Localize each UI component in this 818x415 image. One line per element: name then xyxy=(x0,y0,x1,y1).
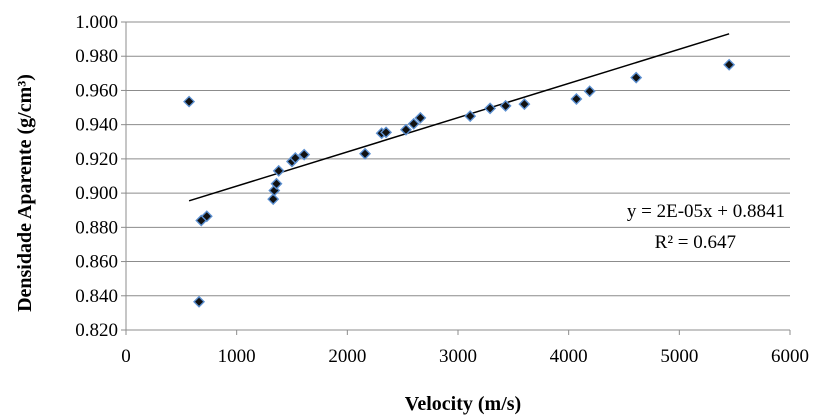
data-point xyxy=(484,102,497,115)
data-point xyxy=(183,95,196,108)
x-tick-label: 4000 xyxy=(550,346,588,367)
x-tick-labels: 0 1000 2000 3000 4000 5000 6000 xyxy=(121,346,809,367)
data-point xyxy=(359,147,372,160)
axes xyxy=(121,21,791,335)
y-tick-labels: 0.820 0.840 0.860 0.880 0.900 0.920 0.940 0.960… xyxy=(75,12,118,341)
y-tick-label: 1.000 xyxy=(75,12,118,33)
y-tick-label: 0.980 xyxy=(75,46,118,67)
data-point xyxy=(298,148,311,161)
data-point xyxy=(267,193,280,206)
data-point xyxy=(464,110,477,123)
x-tick-label: 2000 xyxy=(328,346,366,367)
data-point xyxy=(630,71,643,84)
x-tick-label: 5000 xyxy=(660,346,698,367)
data-point xyxy=(399,123,412,136)
data-point xyxy=(289,152,302,165)
y-tick-label: 0.960 xyxy=(75,80,118,101)
y-tick-label: 0.880 xyxy=(75,217,118,238)
x-tick-label: 1000 xyxy=(218,346,256,367)
y-tick-label: 0.920 xyxy=(75,149,118,170)
data-point xyxy=(200,210,213,223)
trendline xyxy=(188,33,730,202)
data-point xyxy=(272,164,285,177)
data-point xyxy=(193,295,206,308)
data-point xyxy=(407,117,420,130)
y-tick-label: 0.900 xyxy=(75,183,118,204)
y-axis-title: Densidade Aparente (g/cm³) xyxy=(14,74,36,312)
data-point xyxy=(570,93,583,105)
y-tick-label: 0.940 xyxy=(75,115,118,136)
trendline-equation: y = 2E-05x + 0.8841 xyxy=(627,201,785,222)
data-point xyxy=(583,85,596,98)
data-point xyxy=(380,126,393,139)
x-tick-label: 0 xyxy=(121,346,131,367)
data-point xyxy=(414,111,427,124)
data-point xyxy=(518,98,531,111)
data-point xyxy=(723,58,736,71)
y-tick-label: 0.840 xyxy=(75,286,118,307)
trendline-r2: R² = 0.647 xyxy=(655,232,736,253)
y-tick-label: 0.820 xyxy=(75,320,118,341)
gridlines xyxy=(126,21,790,297)
data-points xyxy=(183,58,736,308)
data-point xyxy=(270,177,283,190)
trendline-group xyxy=(188,33,730,202)
data-point xyxy=(499,99,512,112)
x-axis-title: Velocity (m/s) xyxy=(405,393,521,415)
x-tick-label: 3000 xyxy=(439,346,477,367)
x-tick-label: 6000 xyxy=(771,346,809,367)
y-tick-label: 0.860 xyxy=(75,252,118,273)
